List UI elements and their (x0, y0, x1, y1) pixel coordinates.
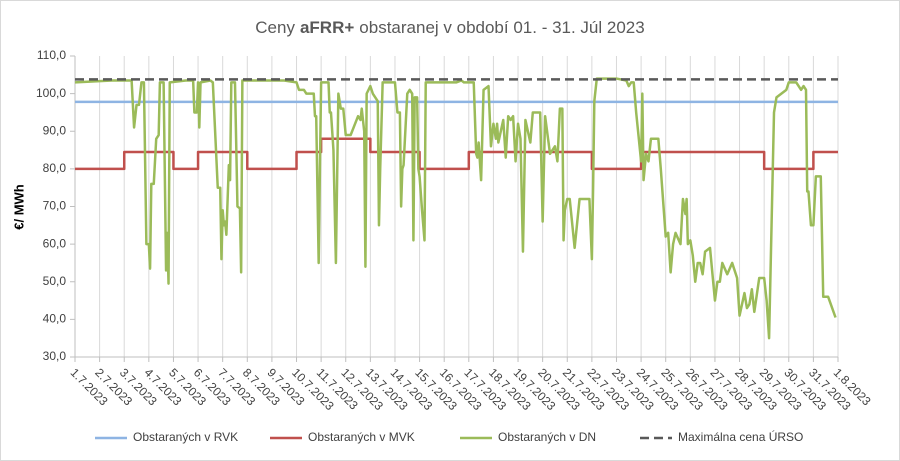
legend-label: Obstaraných v DN (498, 430, 596, 444)
legend-item: Obstaraných v DN (460, 430, 596, 444)
y-tick-label: 70,0 (43, 199, 67, 213)
y-tick-label: 100,0 (36, 86, 66, 100)
series-line (74, 77, 837, 340)
y-tick-label: 60,0 (43, 236, 67, 250)
y-tick-label: 90,0 (43, 123, 67, 137)
y-tick-label: 30,0 (43, 349, 67, 363)
legend-label: Maximálna cena ÚRSO (678, 429, 803, 444)
y-axis-label: €/ MWh (11, 184, 26, 230)
legend-label: Obstaraných v RVK (133, 430, 238, 444)
y-tick-label: 110,0 (37, 48, 66, 62)
series-line (75, 137, 838, 171)
title-part: obstaranej v období 01. - 31. Júl 2023 (359, 18, 644, 37)
legend-item: Obstaraných v RVK (95, 430, 238, 444)
y-tick-label: 50,0 (43, 274, 67, 288)
legend-item: Obstaraných v MVK (270, 430, 415, 444)
y-tick-label: 80,0 (43, 161, 67, 175)
y-tick-label: 40,0 (43, 312, 67, 326)
title-part: Ceny (255, 18, 295, 37)
legend-label: Obstaraných v MVK (308, 430, 415, 444)
title-part-bold: aFRR+ (300, 18, 354, 37)
legend-item: Maximálna cena ÚRSO (640, 429, 803, 444)
chart-title: Ceny aFRR+ obstaranej v období 01. - 31. J… (255, 18, 644, 37)
